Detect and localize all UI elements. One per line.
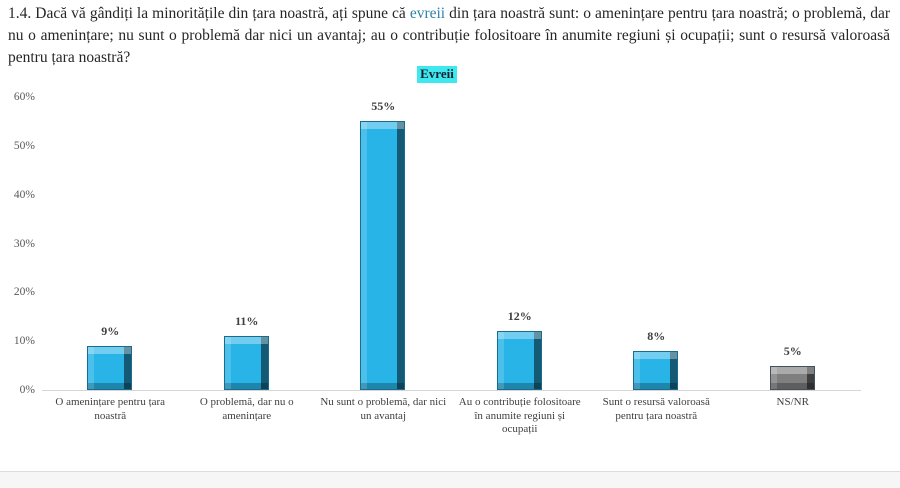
x-category-label: Sunt o resursă valoroasă pentru țara noa… [602, 396, 710, 422]
bar-slot: 8% [588, 97, 725, 390]
bar [769, 365, 815, 390]
bar-chart: 0% 10% 20% 30% 40% 50% 60% 9% 11% 55% 12% 8% 5% O a… [0, 91, 900, 437]
x-category-label: O amenințare pentru țara noastră [55, 396, 166, 422]
y-axis: 0% 10% 20% 30% 40% 50% 60% [0, 91, 35, 396]
page-bottom-strip [0, 471, 900, 488]
question-keyword: evreii [409, 5, 446, 22]
bar-value-label: 5% [783, 343, 802, 358]
bar [633, 350, 679, 390]
bar-value-label: 8% [647, 328, 666, 343]
bar-value-label: 55% [371, 99, 396, 114]
y-tick-label: 50% [13, 139, 35, 152]
bar-value-label: 9% [101, 324, 120, 339]
plot-area: 9% 11% 55% 12% 8% 5% [42, 97, 861, 391]
x-category-label: Au o contribuție folositoare în anumite … [458, 396, 581, 435]
bar-slot: 12% [452, 97, 589, 390]
bar [223, 336, 269, 390]
y-tick-label: 0% [19, 384, 35, 396]
x-category-label: NS/NR [776, 396, 809, 408]
y-tick-label: 60% [13, 91, 35, 103]
chart-title-row: Evreii [0, 65, 874, 83]
x-axis-labels: O amenințare pentru țara noastră O proble… [42, 396, 861, 437]
bar-slot: 9% [42, 97, 179, 390]
bar-slot: 5% [725, 97, 862, 390]
bar-slot: 55% [315, 97, 452, 390]
x-category-label: O problemă, dar nu o amenințare [199, 396, 294, 422]
y-tick-label: 20% [13, 286, 35, 299]
question-text-before: 1.4. Dacă vă gândiți la minoritățile din… [8, 5, 410, 22]
bar-value-label: 12% [507, 309, 532, 324]
bar [360, 121, 406, 390]
question-text: 1.4. Dacă vă gândiți la minoritățile din… [8, 3, 890, 69]
bar-value-label: 11% [235, 314, 259, 329]
x-category-label: Nu sunt o problemă, dar nici un avantaj [320, 396, 447, 422]
bar [87, 346, 133, 390]
y-tick-label: 40% [13, 188, 35, 201]
bar [496, 331, 542, 390]
y-tick-label: 10% [13, 335, 35, 348]
y-tick-label: 30% [13, 237, 35, 250]
bar-slot: 11% [179, 97, 316, 390]
question-text-after: din țara noastră sunt: o amenințare pent… [8, 5, 890, 66]
chart-title: Evreii [417, 66, 457, 83]
